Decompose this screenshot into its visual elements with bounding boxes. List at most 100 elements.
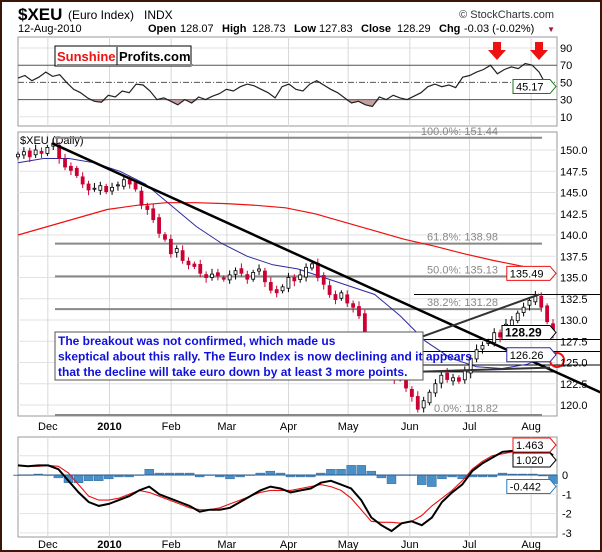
- histogram-bar: [356, 465, 366, 476]
- candle-body: [227, 274, 232, 281]
- rsi-last-value: 45.17: [516, 82, 544, 94]
- histogram-last-value: -0.442: [510, 482, 541, 494]
- x-tick-label: Feb: [162, 421, 181, 433]
- panel-border: [17, 436, 558, 538]
- rsi-tick-label: 10: [560, 112, 572, 124]
- candle-body: [433, 383, 438, 394]
- price-tick-label: 122.5: [560, 379, 588, 391]
- histogram-bar: [427, 474, 437, 487]
- candle-body: [121, 179, 126, 187]
- candle-body: [310, 263, 314, 269]
- ma-long-last-value: 135.49: [510, 268, 544, 280]
- rsi-tick-label: 90: [560, 43, 572, 55]
- candle-body: [163, 234, 167, 240]
- x-tick-label: 2010: [97, 539, 121, 550]
- candle-body: [498, 332, 502, 338]
- candle-body: [74, 167, 79, 176]
- candle-body: [515, 312, 520, 322]
- candle-body: [204, 274, 209, 278]
- candle-body: [427, 391, 432, 404]
- candle-body: [174, 248, 179, 253]
- histogram-bar: [366, 470, 377, 476]
- x-tick-label: Dec: [38, 539, 58, 550]
- histogram-bar: [225, 474, 235, 480]
- candle-body: [145, 205, 150, 210]
- candle-body: [186, 260, 191, 266]
- price-tick-label: 145.0: [560, 188, 588, 200]
- histogram-bar: [144, 469, 154, 476]
- candle-body: [16, 153, 20, 158]
- candle-body: [339, 292, 344, 299]
- candle-body: [298, 274, 303, 280]
- symbol: $XEU: [18, 5, 62, 24]
- annotation-line: The breakout was not confirmed, which ma…: [58, 334, 336, 348]
- chg-value: -0.03 (-0.02%): [464, 23, 534, 35]
- high-label: High: [222, 23, 247, 35]
- candle-body: [280, 286, 285, 292]
- price-tick-label: 137.5: [560, 251, 588, 263]
- candle-body: [274, 289, 279, 294]
- histogram-bar: [417, 474, 427, 485]
- candle-body: [357, 306, 361, 317]
- rsi-tick-label: 50: [560, 77, 572, 89]
- histogram-bar: [104, 474, 114, 480]
- candle-body: [421, 400, 426, 409]
- x-tick-label: Feb: [162, 539, 181, 550]
- header: $XEU (Euro Index) INDX © StockCharts.com…: [18, 5, 555, 35]
- candle-body: [45, 147, 50, 154]
- candle-body: [410, 388, 414, 397]
- candle-body: [69, 165, 73, 171]
- candle-body: [116, 184, 120, 187]
- copyright: © StockCharts.com: [459, 9, 554, 21]
- candle-body: [527, 300, 532, 306]
- x-tick-label: May: [338, 421, 359, 433]
- x-tick-label: Jun: [401, 539, 419, 550]
- ma-long-last-value-tag: [506, 265, 557, 281]
- x-tick-label: Jul: [462, 539, 476, 550]
- candle-body: [462, 370, 467, 381]
- candle-body: [351, 303, 356, 308]
- channel-upper-line: [413, 293, 540, 341]
- histogram-bar: [346, 465, 356, 476]
- candle-body: [474, 349, 479, 360]
- candle-body: [286, 277, 291, 289]
- candle-body: [221, 277, 226, 280]
- candle-body: [63, 158, 67, 168]
- candle-body: [86, 183, 91, 191]
- fibonacci-label: 100.0%: 151.44: [421, 126, 498, 138]
- logo: Sunshine Profits.com: [54, 45, 193, 67]
- fibonacci-label: 61.8%: 138.98: [427, 232, 498, 244]
- fibonacci-label: 50.0%: 135.13: [427, 264, 498, 276]
- histogram-bar: [83, 474, 94, 481]
- exchange: INDX: [144, 8, 173, 22]
- candle-body: [251, 271, 256, 280]
- price-tick-label: 135.0: [560, 273, 588, 285]
- candle-body: [492, 332, 497, 344]
- candle-body: [139, 190, 144, 206]
- quote-date: 12-Aug-2010: [18, 23, 82, 35]
- red-arrow-icon: [530, 42, 548, 60]
- fibonacci-label: 38.2%: 131.28: [427, 297, 498, 309]
- candle-body: [110, 186, 114, 192]
- macd-line: [17, 445, 554, 533]
- red-arrow-icon: [488, 42, 506, 60]
- histogram-bar: [336, 469, 346, 476]
- rsi-panel: 90 70 50 30 10 45.17: [17, 36, 572, 127]
- logo-profits: Profits.com: [119, 49, 191, 64]
- candle-body: [198, 264, 203, 274]
- candle-body: [304, 266, 308, 278]
- logo-sunshine: Sunshine: [57, 49, 116, 64]
- candle-body: [80, 176, 85, 185]
- close-last-value-tag: [501, 325, 557, 341]
- macd-panel: 0 -1 -2 -3 1.463 1.020 -0.442 Dec 2010 Feb Mar Apr M…: [13, 436, 572, 550]
- annotation-text: The breakout was not confirmed, which ma…: [58, 334, 472, 379]
- candle-body: [345, 294, 350, 304]
- open-label: Open: [148, 23, 176, 35]
- price-tick-label: 130.0: [560, 315, 588, 327]
- close-last-value: 128.29: [505, 326, 542, 340]
- rsi-tick-label: 30: [560, 95, 572, 107]
- open-value: 128.07: [180, 23, 214, 35]
- candle-body: [180, 250, 185, 261]
